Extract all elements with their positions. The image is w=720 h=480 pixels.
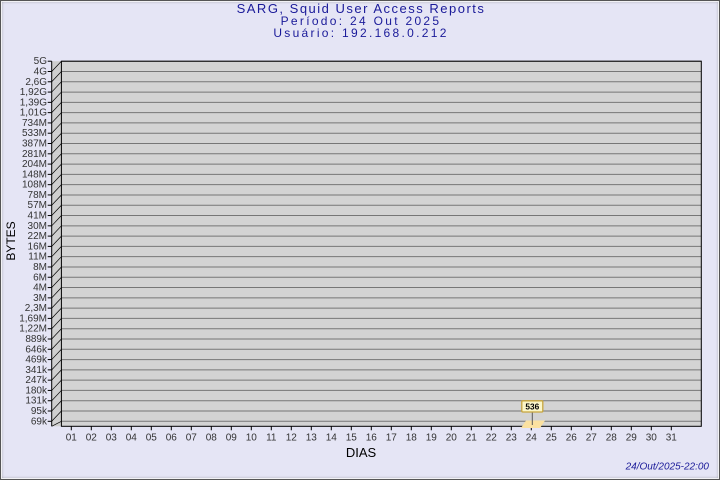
svg-text:06: 06 bbox=[166, 432, 178, 443]
svg-text:30: 30 bbox=[646, 432, 658, 443]
svg-text:21: 21 bbox=[466, 432, 478, 443]
svg-text:19: 19 bbox=[426, 432, 438, 443]
svg-text:05: 05 bbox=[146, 432, 158, 443]
svg-text:31: 31 bbox=[666, 432, 678, 443]
svg-text:12: 12 bbox=[286, 432, 298, 443]
svg-text:15: 15 bbox=[346, 432, 358, 443]
svg-text:10: 10 bbox=[246, 432, 258, 443]
svg-text:28: 28 bbox=[606, 432, 618, 443]
svg-text:17: 17 bbox=[386, 432, 398, 443]
svg-text:24/Out/2025-22:00: 24/Out/2025-22:00 bbox=[625, 462, 710, 473]
svg-text:26: 26 bbox=[566, 432, 578, 443]
svg-text:DIAS: DIAS bbox=[346, 445, 377, 460]
svg-text:20: 20 bbox=[446, 432, 458, 443]
svg-text:BYTES: BYTES bbox=[4, 221, 18, 260]
svg-text:14: 14 bbox=[326, 432, 338, 443]
svg-text:08: 08 bbox=[206, 432, 218, 443]
svg-text:01: 01 bbox=[66, 432, 78, 443]
svg-text:25: 25 bbox=[546, 432, 558, 443]
svg-text:Usuário: 192.168.0.212: Usuário: 192.168.0.212 bbox=[273, 26, 448, 40]
svg-text:09: 09 bbox=[226, 432, 238, 443]
svg-text:04: 04 bbox=[126, 432, 138, 443]
svg-text:07: 07 bbox=[186, 432, 198, 443]
svg-text:27: 27 bbox=[586, 432, 598, 443]
svg-text:29: 29 bbox=[626, 432, 638, 443]
svg-text:16: 16 bbox=[366, 432, 378, 443]
svg-text:22: 22 bbox=[486, 432, 498, 443]
svg-text:69k: 69k bbox=[31, 416, 48, 427]
svg-text:24: 24 bbox=[526, 432, 538, 443]
svg-text:11: 11 bbox=[266, 432, 277, 443]
svg-text:18: 18 bbox=[406, 432, 418, 443]
svg-text:03: 03 bbox=[106, 432, 118, 443]
svg-text:13: 13 bbox=[306, 432, 318, 443]
svg-text:536: 536 bbox=[525, 402, 539, 412]
svg-text:23: 23 bbox=[506, 432, 518, 443]
svg-text:02: 02 bbox=[86, 432, 98, 443]
